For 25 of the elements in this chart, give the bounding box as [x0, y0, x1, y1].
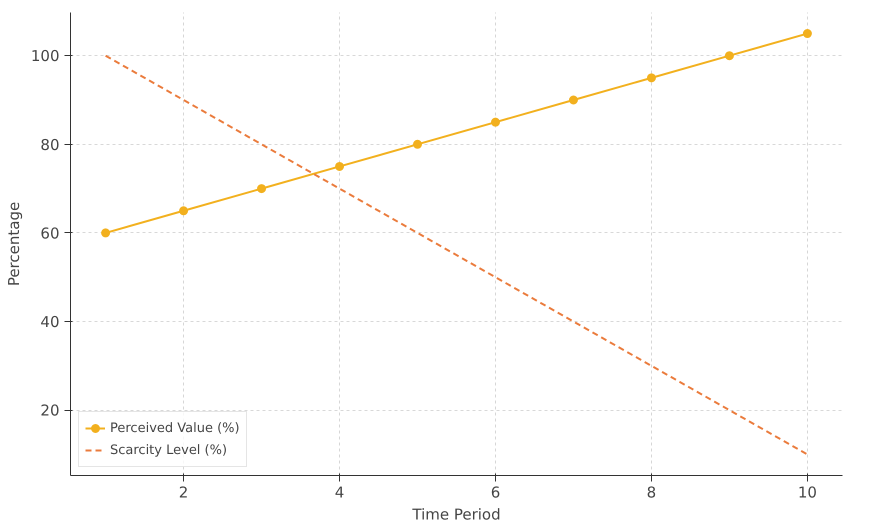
y-tick-label: 20	[40, 402, 60, 420]
point	[179, 206, 188, 216]
y-axis-title: Percentage	[4, 202, 23, 286]
point	[724, 51, 734, 60]
point	[413, 140, 422, 149]
x-tick-label: 2	[178, 484, 188, 502]
x-tick-label: 4	[334, 484, 344, 502]
point	[101, 228, 110, 238]
point	[568, 96, 578, 104]
point	[802, 29, 812, 38]
y-tick-label: 40	[40, 313, 60, 332]
line-series	[104, 54, 808, 456]
point	[257, 184, 266, 194]
legend-label: Perceived Value (%)	[110, 420, 240, 436]
y-tick-label: 80	[40, 136, 60, 154]
x-tick-label: 8	[646, 484, 656, 502]
point	[646, 73, 656, 82]
y-tick-label: 60	[40, 224, 60, 242]
y-tick-label: 100	[30, 47, 60, 66]
x-tick-label: 6	[490, 484, 500, 502]
legend-label: Scarcity Level (%)	[110, 442, 228, 458]
point	[335, 162, 344, 171]
x-axis-title: Time Period	[411, 506, 501, 524]
x-tick-label: 10	[798, 484, 817, 502]
point	[490, 118, 500, 127]
